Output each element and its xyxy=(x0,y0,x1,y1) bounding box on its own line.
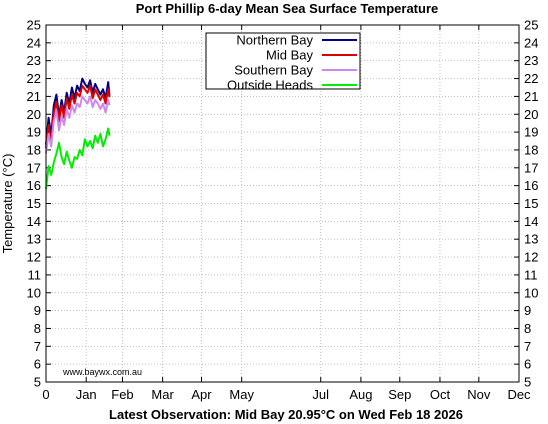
legend-label: Mid Bay xyxy=(266,48,313,63)
legend-label: Northern Bay xyxy=(236,33,313,48)
y-tick-label-right: 20 xyxy=(524,107,538,122)
y-tick-label: 20 xyxy=(27,107,41,122)
y-tick-label: 25 xyxy=(27,18,41,33)
y-tick-label-right: 15 xyxy=(524,196,538,211)
y-tick-label-right: 9 xyxy=(524,303,531,318)
y-tick-label-right: 11 xyxy=(524,267,538,282)
grid xyxy=(46,25,519,382)
latest-observation: Latest Observation: Mid Bay 20.95°C on W… xyxy=(109,407,463,422)
y-tick-label-right: 5 xyxy=(524,375,531,390)
legend-label: Southern Bay xyxy=(234,63,313,78)
x-tick-label: Sep xyxy=(388,387,411,402)
series-line-southern-bay xyxy=(45,95,111,154)
y-tick-label: 7 xyxy=(34,339,41,354)
x-tick-label: Aug xyxy=(349,387,372,402)
y-tick-label: 16 xyxy=(27,178,41,193)
x-tick-label: Jan xyxy=(76,387,97,402)
y-tick-label: 5 xyxy=(34,375,41,390)
y-tick-label: 18 xyxy=(27,142,41,157)
watermark: www.baywx.com.au xyxy=(62,367,142,377)
y-tick-label: 19 xyxy=(27,125,41,140)
y-tick-label: 23 xyxy=(27,53,41,68)
y-tick-label: 6 xyxy=(34,357,41,372)
legend-box xyxy=(205,32,361,90)
x-tick-label: Mar xyxy=(151,387,174,402)
y-tick-label-right: 17 xyxy=(524,160,538,175)
y-tick-label: 13 xyxy=(27,232,41,247)
y-tick-label-right: 7 xyxy=(524,339,531,354)
series-line-mid-bay xyxy=(45,84,111,149)
series-line-outside-heads xyxy=(45,127,111,190)
y-tick-label-right: 16 xyxy=(524,178,538,193)
y-tick-label: 12 xyxy=(27,250,41,265)
y-tick-label: 8 xyxy=(34,321,41,336)
x-tick-label: May xyxy=(229,387,254,402)
y-tick-label-right: 25 xyxy=(524,18,538,33)
y-tick-label: 11 xyxy=(28,267,42,282)
y-tick-label-right: 23 xyxy=(524,53,538,68)
y-tick-label-right: 6 xyxy=(524,357,531,372)
y-tick-label-right: 19 xyxy=(524,125,538,140)
y-tick-label: 9 xyxy=(34,303,41,318)
y-tick-label-right: 12 xyxy=(524,250,538,265)
y-tick-label-right: 21 xyxy=(524,89,538,104)
y-tick-label: 15 xyxy=(27,196,41,211)
y-tick-label: 17 xyxy=(27,160,41,175)
y-tick-label: 10 xyxy=(27,285,41,300)
ticks: 5 5 6 6 7 7 8 8 9 9 10 10 11 11 12 12 13 13 14 14 15 15 16 16 17… xyxy=(27,18,539,403)
y-tick-label: 14 xyxy=(27,214,41,229)
y-tick-label-right: 10 xyxy=(524,285,538,300)
series-line-northern-bay xyxy=(45,77,111,145)
x-tick-label: Oct xyxy=(430,387,451,402)
series-lines xyxy=(45,77,111,190)
chart-title: Port Phillip 6-day Mean Sea Surface Temp… xyxy=(136,1,438,16)
x-tick-label: Nov xyxy=(467,387,491,402)
y-axis-label: Temperature (°C) xyxy=(0,154,15,254)
plot-frame xyxy=(45,24,520,383)
y-tick-label: 24 xyxy=(27,35,41,50)
y-tick-label: 22 xyxy=(27,71,41,86)
x-tick-label: Dec xyxy=(507,387,531,402)
x-tick-label: Jul xyxy=(312,387,329,402)
y-tick-label: 21 xyxy=(27,89,41,104)
y-tick-label-right: 8 xyxy=(524,321,531,336)
x-tick-label: 0 xyxy=(42,387,49,402)
y-tick-label-right: 22 xyxy=(524,71,538,86)
y-tick-label-right: 24 xyxy=(524,35,538,50)
y-tick-label-right: 18 xyxy=(524,142,538,157)
y-tick-label-right: 13 xyxy=(524,232,538,247)
legend-label: Outside Heads xyxy=(227,78,313,93)
y-tick-label-right: 14 xyxy=(524,214,538,229)
x-tick-label: Feb xyxy=(111,387,133,402)
x-tick-label: Apr xyxy=(191,387,212,402)
